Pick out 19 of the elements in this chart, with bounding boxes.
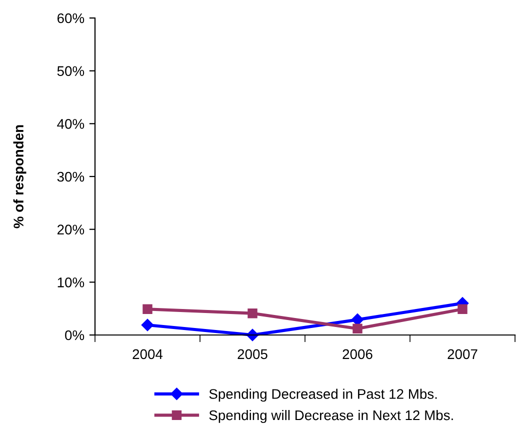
legend-label: Spending Decreased in Past 12 Mbs. [209, 388, 437, 402]
y-tick-label: 30% [57, 172, 84, 182]
point [458, 304, 468, 314]
x-tick-label: 2007 [448, 349, 478, 360]
y-axis-title: % of responden [13, 125, 26, 228]
y-tick-label: 20% [57, 224, 84, 235]
point [141, 318, 154, 332]
y-tick-label: 40% [57, 119, 84, 129]
x-tick-label: 2005 [238, 349, 268, 360]
y-tick-label: 10% [58, 278, 84, 288]
point [142, 304, 152, 314]
y-tick-label: 50% [57, 66, 84, 76]
point [352, 324, 362, 334]
y-tick-label: 0% [65, 330, 84, 340]
point [248, 308, 258, 318]
y-tick-label: 60% [57, 13, 84, 24]
x-tick-label: 2006 [342, 349, 372, 360]
x-tick-label: 2004 [132, 349, 163, 360]
legend-label: Spending will Decrease in Next 12 Mbs. [209, 410, 453, 423]
